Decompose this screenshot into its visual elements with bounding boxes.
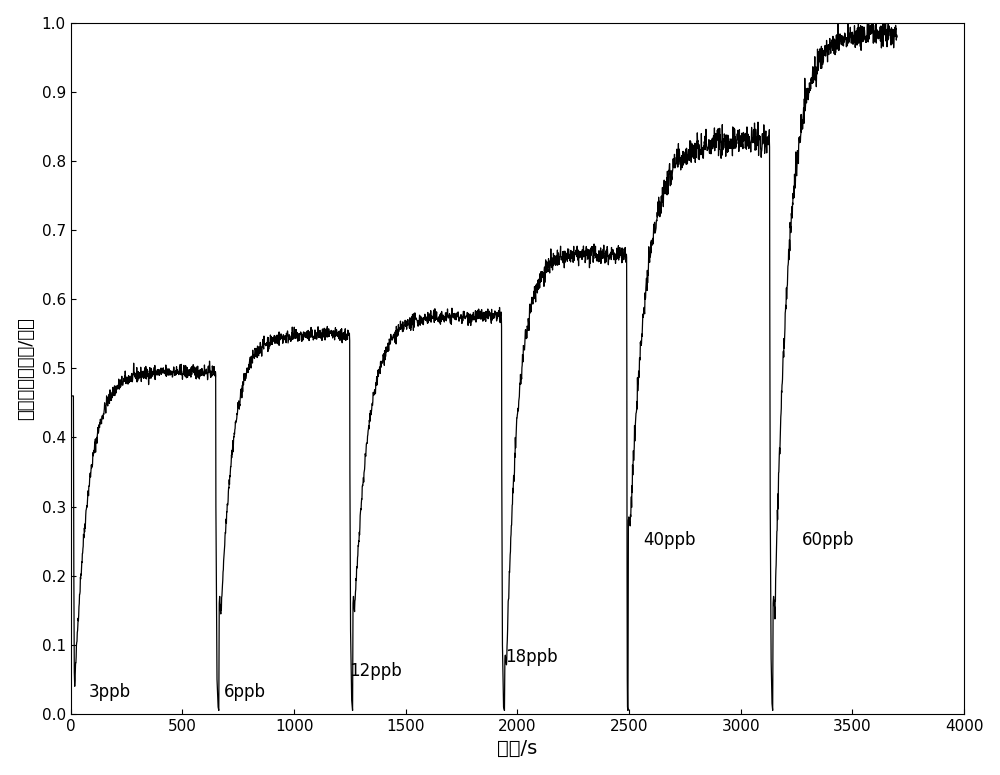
Text: 60ppb: 60ppb [802, 531, 855, 549]
Text: 6ppb: 6ppb [224, 683, 266, 701]
Text: 12ppb: 12ppb [349, 662, 402, 680]
Text: 18ppb: 18ppb [505, 648, 558, 666]
X-axis label: 时间/s: 时间/s [497, 739, 538, 758]
Y-axis label: 传感器响应电阱/欧姆: 传感器响应电阱/欧姆 [17, 317, 35, 420]
Text: 3ppb: 3ppb [89, 683, 131, 701]
Text: 40ppb: 40ppb [644, 531, 696, 549]
